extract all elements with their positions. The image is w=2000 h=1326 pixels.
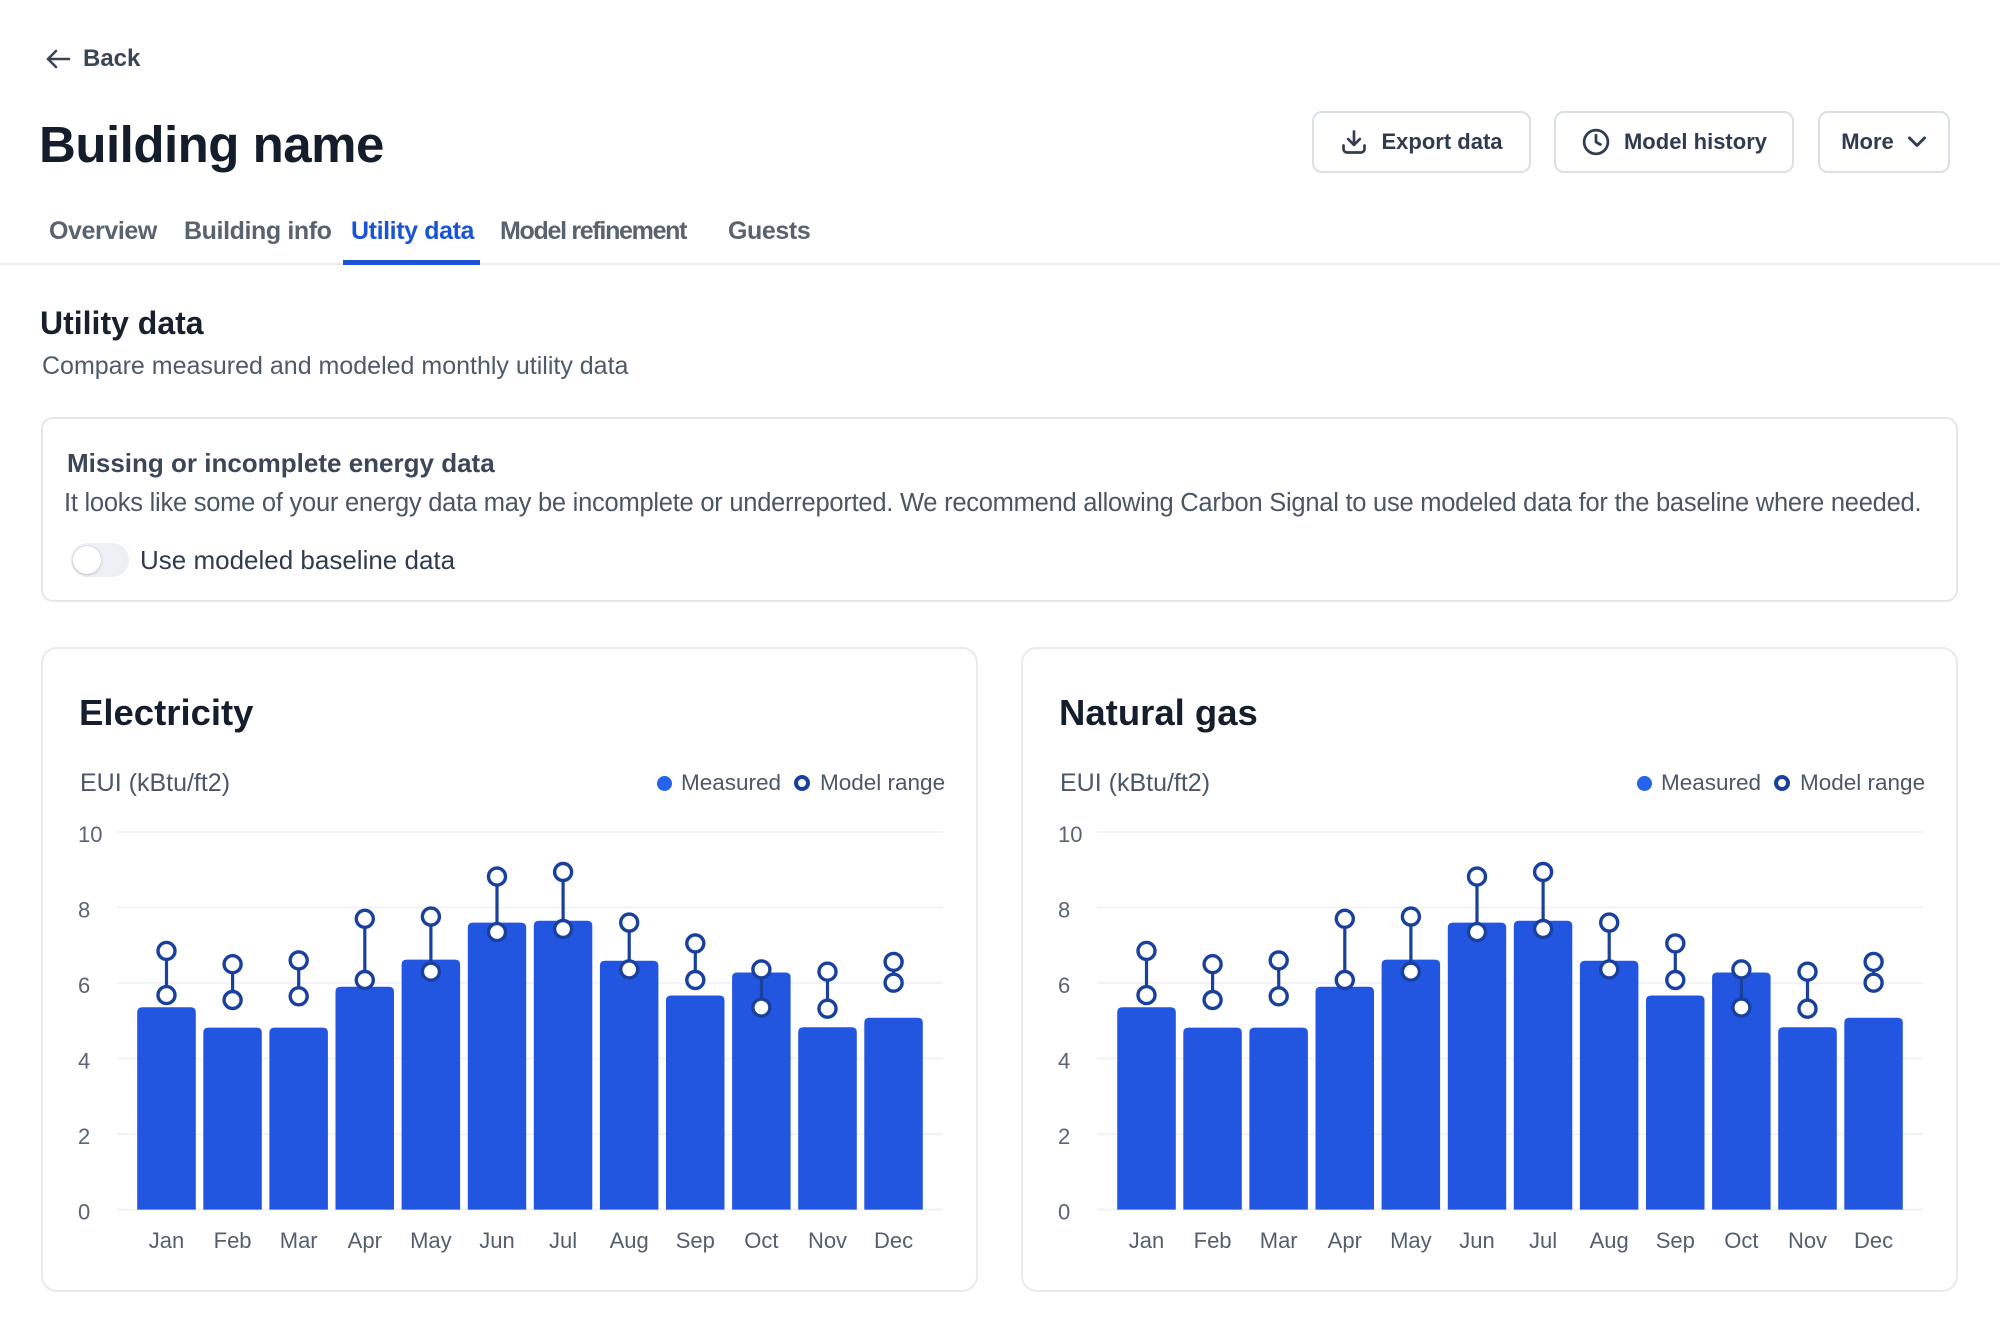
svg-text:Sep: Sep — [1656, 1228, 1695, 1253]
svg-text:10: 10 — [78, 822, 102, 847]
svg-text:Nov: Nov — [1788, 1228, 1827, 1253]
svg-text:Oct: Oct — [744, 1228, 778, 1253]
svg-text:4: 4 — [78, 1049, 90, 1074]
svg-text:2: 2 — [78, 1124, 90, 1149]
svg-text:Dec: Dec — [874, 1228, 913, 1253]
svg-text:Jul: Jul — [1529, 1228, 1557, 1253]
svg-text:Feb: Feb — [214, 1228, 252, 1253]
svg-text:Sep: Sep — [676, 1228, 715, 1253]
svg-text:Mar: Mar — [280, 1228, 318, 1253]
svg-text:6: 6 — [78, 973, 90, 998]
svg-text:Apr: Apr — [348, 1228, 382, 1253]
svg-text:8: 8 — [78, 898, 90, 923]
svg-text:Jan: Jan — [149, 1228, 184, 1253]
svg-text:2: 2 — [1058, 1124, 1070, 1149]
svg-text:Jun: Jun — [1459, 1228, 1494, 1253]
svg-text:Dec: Dec — [1854, 1228, 1893, 1253]
svg-text:Apr: Apr — [1328, 1228, 1362, 1253]
svg-text:0: 0 — [1058, 1200, 1070, 1225]
svg-text:Jul: Jul — [549, 1228, 577, 1253]
svg-text:Jan: Jan — [1129, 1228, 1164, 1253]
svg-text:Aug: Aug — [610, 1228, 649, 1253]
svg-text:6: 6 — [1058, 973, 1070, 998]
svg-text:May: May — [1390, 1228, 1432, 1253]
svg-text:Jun: Jun — [479, 1228, 514, 1253]
svg-text:10: 10 — [1058, 822, 1082, 847]
svg-text:Nov: Nov — [808, 1228, 847, 1253]
svg-text:4: 4 — [1058, 1049, 1070, 1074]
svg-text:Feb: Feb — [1194, 1228, 1232, 1253]
svg-text:Oct: Oct — [1724, 1228, 1758, 1253]
svg-text:0: 0 — [78, 1200, 90, 1225]
svg-text:Aug: Aug — [1590, 1228, 1629, 1253]
svg-text:Mar: Mar — [1260, 1228, 1298, 1253]
svg-text:8: 8 — [1058, 898, 1070, 923]
svg-text:May: May — [410, 1228, 452, 1253]
